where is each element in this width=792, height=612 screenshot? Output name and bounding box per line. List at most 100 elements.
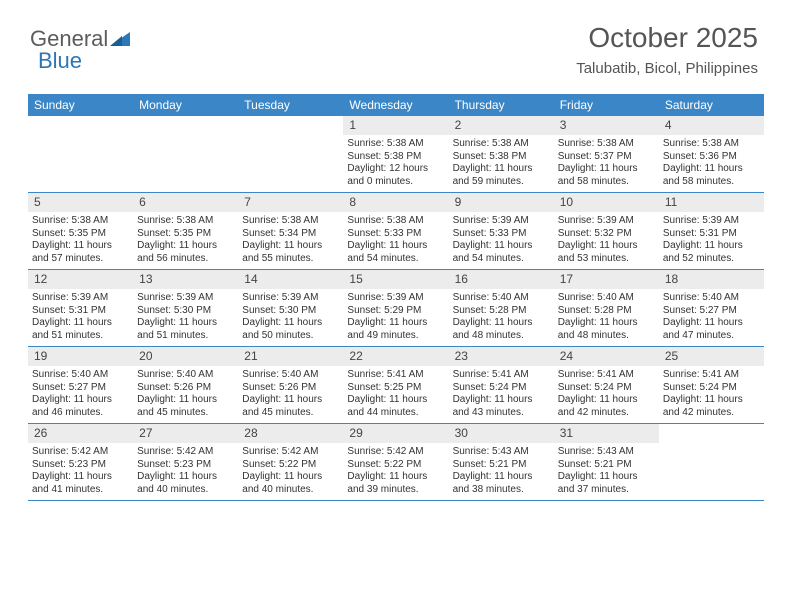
day-cell: 27Sunrise: 5:42 AMSunset: 5:23 PMDayligh… [133,424,238,500]
daylight1-text: Daylight: 11 hours [137,317,234,330]
sunrise-text: Sunrise: 5:40 AM [242,369,339,382]
day-number: 29 [343,424,448,443]
day-number: 27 [133,424,238,443]
sunset-text: Sunset: 5:24 PM [453,382,550,395]
daylight2-text: and 54 minutes. [453,253,550,266]
sunrise-text: Sunrise: 5:41 AM [558,369,655,382]
daylight2-text: and 54 minutes. [347,253,444,266]
daylight1-text: Daylight: 11 hours [347,240,444,253]
sunset-text: Sunset: 5:35 PM [137,228,234,241]
week-row: 19Sunrise: 5:40 AMSunset: 5:27 PMDayligh… [28,347,764,424]
day-cell: 12Sunrise: 5:39 AMSunset: 5:31 PMDayligh… [28,270,133,346]
daylight1-text: Daylight: 11 hours [558,163,655,176]
day-cell: 4Sunrise: 5:38 AMSunset: 5:36 PMDaylight… [659,116,764,192]
brand-triangle-icon [110,26,130,52]
daylight1-text: Daylight: 11 hours [453,394,550,407]
day-number: 8 [343,193,448,212]
daylight1-text: Daylight: 11 hours [137,394,234,407]
day-cell: 21Sunrise: 5:40 AMSunset: 5:26 PMDayligh… [238,347,343,423]
day-number: 11 [659,193,764,212]
day-number: 16 [449,270,554,289]
daylight2-text: and 38 minutes. [453,484,550,497]
day-number: 28 [238,424,343,443]
day-cell: 16Sunrise: 5:40 AMSunset: 5:28 PMDayligh… [449,270,554,346]
sunrise-text: Sunrise: 5:39 AM [242,292,339,305]
day-header: Wednesday [343,94,448,116]
day-header-row: SundayMondayTuesdayWednesdayThursdayFrid… [28,94,764,116]
day-number: 15 [343,270,448,289]
daylight2-text: and 57 minutes. [32,253,129,266]
daylight2-text: and 43 minutes. [453,407,550,420]
sunset-text: Sunset: 5:21 PM [558,459,655,472]
day-header: Monday [133,94,238,116]
day-cell [238,116,343,192]
daylight2-text: and 46 minutes. [32,407,129,420]
daylight2-text: and 50 minutes. [242,330,339,343]
day-cell: 31Sunrise: 5:43 AMSunset: 5:21 PMDayligh… [554,424,659,500]
sunset-text: Sunset: 5:32 PM [558,228,655,241]
daylight1-text: Daylight: 11 hours [137,240,234,253]
daylight1-text: Daylight: 11 hours [558,317,655,330]
day-cell: 29Sunrise: 5:42 AMSunset: 5:22 PMDayligh… [343,424,448,500]
sunrise-text: Sunrise: 5:42 AM [137,446,234,459]
daylight1-text: Daylight: 11 hours [242,394,339,407]
day-cell: 13Sunrise: 5:39 AMSunset: 5:30 PMDayligh… [133,270,238,346]
sunrise-text: Sunrise: 5:39 AM [347,292,444,305]
day-number: 9 [449,193,554,212]
sunset-text: Sunset: 5:36 PM [663,151,760,164]
sunrise-text: Sunrise: 5:39 AM [453,215,550,228]
day-number: 13 [133,270,238,289]
day-number: 25 [659,347,764,366]
day-number: 21 [238,347,343,366]
week-row: 5Sunrise: 5:38 AMSunset: 5:35 PMDaylight… [28,193,764,270]
sunrise-text: Sunrise: 5:41 AM [347,369,444,382]
day-number: 10 [554,193,659,212]
sunrise-text: Sunrise: 5:39 AM [137,292,234,305]
daylight2-text: and 42 minutes. [663,407,760,420]
daylight2-text: and 53 minutes. [558,253,655,266]
daylight2-text: and 59 minutes. [453,176,550,189]
daylight2-text: and 52 minutes. [663,253,760,266]
daylight1-text: Daylight: 11 hours [453,163,550,176]
sunrise-text: Sunrise: 5:38 AM [663,138,760,151]
daylight1-text: Daylight: 12 hours [347,163,444,176]
sunrise-text: Sunrise: 5:42 AM [32,446,129,459]
daylight2-text: and 51 minutes. [137,330,234,343]
day-number: 4 [659,116,764,135]
sunrise-text: Sunrise: 5:43 AM [453,446,550,459]
daylight1-text: Daylight: 11 hours [32,394,129,407]
daylight2-text: and 58 minutes. [558,176,655,189]
day-number: 14 [238,270,343,289]
day-cell: 8Sunrise: 5:38 AMSunset: 5:33 PMDaylight… [343,193,448,269]
sunset-text: Sunset: 5:29 PM [347,305,444,318]
daylight1-text: Daylight: 11 hours [242,240,339,253]
daylight2-text: and 56 minutes. [137,253,234,266]
day-header: Sunday [28,94,133,116]
sunrise-text: Sunrise: 5:41 AM [453,369,550,382]
daylight2-text: and 41 minutes. [32,484,129,497]
daylight2-text: and 49 minutes. [347,330,444,343]
day-cell: 5Sunrise: 5:38 AMSunset: 5:35 PMDaylight… [28,193,133,269]
sunset-text: Sunset: 5:26 PM [137,382,234,395]
day-cell: 7Sunrise: 5:38 AMSunset: 5:34 PMDaylight… [238,193,343,269]
daylight2-text: and 48 minutes. [453,330,550,343]
sunrise-text: Sunrise: 5:38 AM [242,215,339,228]
sunrise-text: Sunrise: 5:40 AM [137,369,234,382]
day-number: 26 [28,424,133,443]
daylight2-text: and 45 minutes. [137,407,234,420]
sunset-text: Sunset: 5:35 PM [32,228,129,241]
daylight2-text: and 48 minutes. [558,330,655,343]
day-cell: 18Sunrise: 5:40 AMSunset: 5:27 PMDayligh… [659,270,764,346]
day-cell: 23Sunrise: 5:41 AMSunset: 5:24 PMDayligh… [449,347,554,423]
day-number: 19 [28,347,133,366]
day-cell [133,116,238,192]
day-number: 30 [449,424,554,443]
calendar-grid: SundayMondayTuesdayWednesdayThursdayFrid… [28,94,764,501]
sunset-text: Sunset: 5:28 PM [558,305,655,318]
weeks-container: 1Sunrise: 5:38 AMSunset: 5:38 PMDaylight… [28,116,764,501]
daylight2-text: and 40 minutes. [242,484,339,497]
daylight2-text: and 42 minutes. [558,407,655,420]
day-cell: 22Sunrise: 5:41 AMSunset: 5:25 PMDayligh… [343,347,448,423]
day-cell: 25Sunrise: 5:41 AMSunset: 5:24 PMDayligh… [659,347,764,423]
daylight2-text: and 37 minutes. [558,484,655,497]
